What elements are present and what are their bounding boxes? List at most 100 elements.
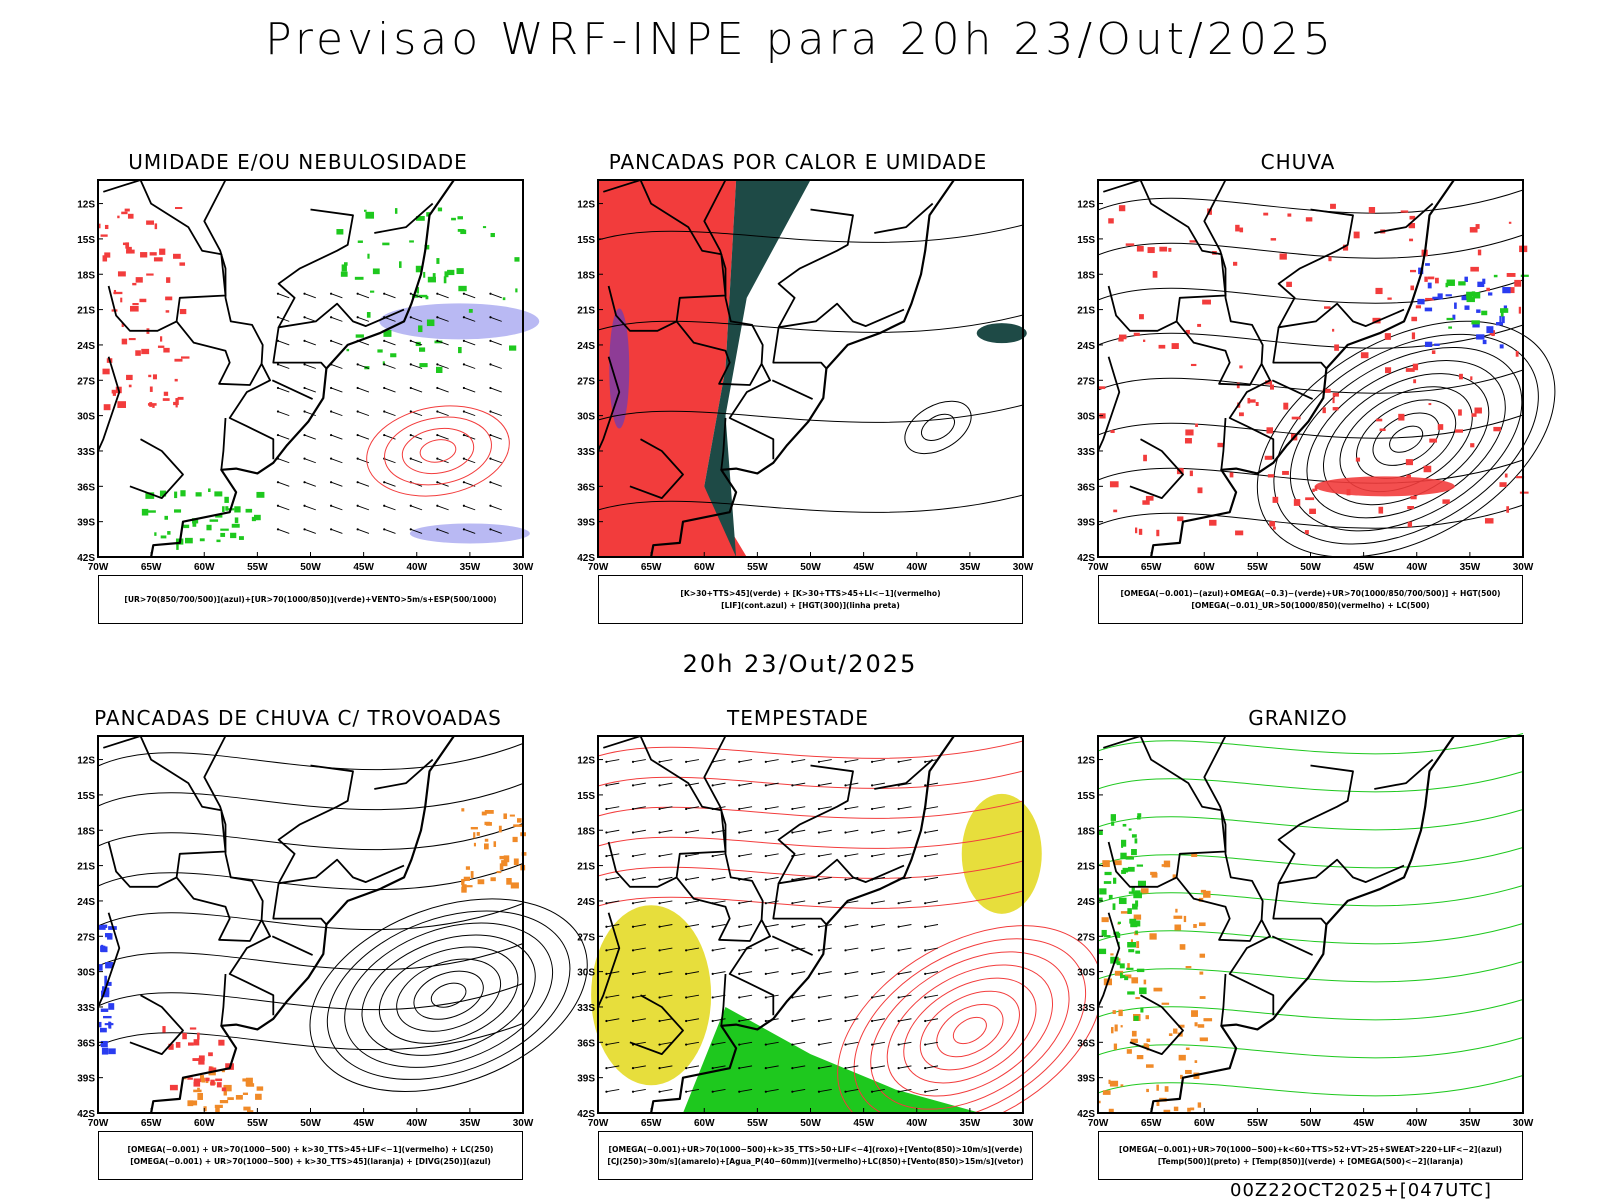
forecast-date-label: 20h 23/Out/2025 [682,650,918,678]
wind-vector [304,505,316,511]
lat-tick-label: 36S [1077,482,1095,493]
rain-azul-patch [1464,305,1470,310]
wind-vector-head [924,949,927,952]
wind-vector-head [738,996,741,999]
coastline [650,735,955,1114]
lon-tick-label: 40W [906,562,927,573]
humidity-verde-patch [367,253,370,259]
wind-vector-head [489,433,492,437]
humidity-verde-patch [245,508,253,513]
humidity-verde-patch [383,330,392,337]
wind-vector-head [462,481,466,484]
red-contour-patch [128,384,132,388]
rain-vermelho-patch [1143,339,1146,342]
wind-vector [739,1018,753,1022]
humidity-verde-patch [220,532,226,537]
temp850-patch [1121,869,1126,874]
red-contour-patch [121,338,128,345]
thunder-laranja-patch [461,808,465,812]
streamline [1389,425,1424,453]
wind-vector-head [631,760,635,763]
rain-verde-patch [1520,274,1529,277]
wind-vector-head [303,481,306,484]
country-state-border [603,735,727,888]
rain-vermelho-patch [1239,227,1244,233]
lc850-contour [919,990,1020,1071]
rain-vermelho-patch [1142,500,1150,505]
rain-vermelho-patch [1470,443,1475,448]
country-state-border [874,202,934,234]
coastline [150,179,455,558]
rain-verde-patch [1466,291,1473,299]
country-state-border [129,994,184,1055]
wind-vector [659,829,673,833]
lon-tick-label: 50W [800,1118,821,1129]
map-background [1098,736,1523,1113]
lat-tick-label: 18S [77,270,95,281]
country-state-border [1103,179,1227,332]
wind-vector [818,947,832,951]
wind-vector [765,924,779,928]
humidity-verde-patch [253,514,261,521]
rain-vermelho-patch [1272,496,1279,503]
wind-vector [330,434,343,440]
rain-vermelho-patch [1407,521,1413,528]
red-contour-patch [148,374,152,378]
wind-vector-head [844,1043,847,1046]
wind-vector [765,994,779,998]
wind-vector [925,1065,939,1069]
rain-azul-patch [1427,282,1432,289]
panel-title: CHUVA [1260,150,1336,174]
wind-vector [925,1041,939,1046]
wind-vector-head [658,1043,661,1046]
hgt500-contour [1097,234,1524,259]
wind-vector-head [711,1067,714,1070]
hgt300-contour [597,224,1024,243]
wind-vector-head [658,760,661,763]
temp850-patch [1132,903,1138,910]
humidity-verde-patch [409,240,414,243]
red-contour-patch [127,213,134,219]
humidity-verde-patch [415,265,422,273]
red-contour-patch [174,358,183,362]
wind-vector-head [383,504,386,507]
omega-laranja-patch [1179,944,1186,950]
red-contour-patch [181,356,190,359]
wind-vector-head [870,949,874,952]
wind-vector-head [897,972,900,975]
thunder-vermelho-patch [182,1032,187,1040]
lon-tick-label: 50W [300,1118,321,1129]
wind-vector [304,363,316,369]
wind-vector [925,994,939,998]
wind-vector-head [870,902,874,905]
humidity-verde-patch [215,514,223,518]
rain-vermelho-patch [1405,368,1415,372]
lon-tick-label: 40W [406,562,427,573]
wind-vector [277,434,290,440]
humidity-verde-patch [344,262,348,266]
wind-vector [818,829,832,833]
wind-vector [871,971,885,975]
rain-vermelho-patch [1118,337,1124,342]
wind-vector [463,340,476,346]
wind-vector [765,1065,779,1069]
country-state-border [175,320,263,386]
wind-vector-head [897,949,900,952]
wind-vector-head [409,457,412,460]
red-contour-patch [126,374,133,381]
rain-vermelho-patch [1125,243,1135,246]
wind-vector [845,924,859,928]
red-contour-patch [179,262,186,266]
rain-vermelho-patch [1185,329,1190,335]
country-state-border [675,876,763,942]
wind-vector-head [631,878,635,881]
thunder-vermelho-patch [193,1039,200,1046]
rain-vermelho-patch [1408,223,1416,229]
legend-line: [CJ(250)>30m/s](amarelo)+[Agua_P(40−60mm… [607,1156,1024,1166]
wind-vector-head [303,433,306,437]
omega-laranja-patch [1191,1010,1198,1017]
lat-tick-label: 27S [1077,932,1095,943]
wind-vector [632,759,646,763]
lat-tick-label: 36S [77,1038,95,1049]
